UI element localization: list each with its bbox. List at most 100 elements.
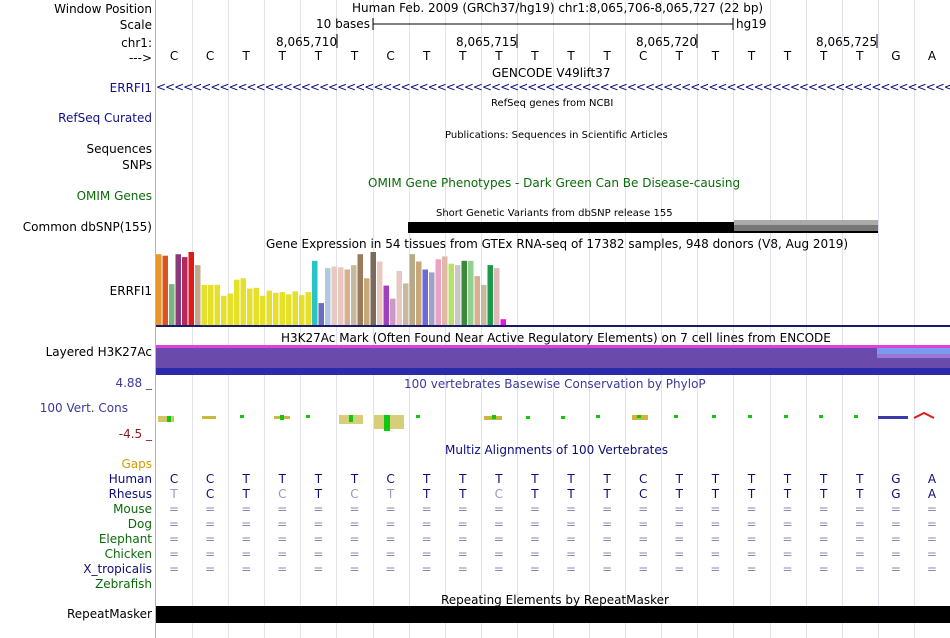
base-gridline bbox=[914, 0, 915, 638]
multiz-match-mark: = bbox=[674, 547, 685, 561]
conservation-signal[interactable] bbox=[156, 0, 950, 440]
gtex-tissue-bar[interactable] bbox=[487, 265, 494, 325]
gtex-tissue-bar[interactable] bbox=[201, 284, 208, 326]
track-label-repeatmasker[interactable]: RepeatMasker bbox=[66, 607, 152, 621]
gtex-tissue-bar[interactable] bbox=[247, 288, 253, 326]
gtex-tissue-bar[interactable] bbox=[377, 261, 383, 326]
base-gridline bbox=[878, 0, 879, 638]
species-x-tropicalis[interactable]: X_tropicalis bbox=[83, 562, 152, 576]
multiz-match-mark: = bbox=[277, 562, 288, 576]
multiz-match-mark: = bbox=[854, 502, 865, 516]
gtex-tissue-bar[interactable] bbox=[260, 295, 266, 325]
multiz-match-mark: = bbox=[457, 517, 468, 531]
gtex-tissue-bar[interactable] bbox=[338, 267, 344, 325]
gtex-tissue-bar[interactable] bbox=[286, 294, 292, 325]
species-chicken[interactable]: Chicken bbox=[104, 547, 152, 561]
gtex-tissue-bar[interactable] bbox=[383, 285, 390, 325]
track-label-snps[interactable]: SNPs bbox=[122, 158, 152, 172]
gtex-tissue-bar[interactable] bbox=[364, 278, 370, 325]
gtex-tissue-bar[interactable] bbox=[429, 272, 435, 325]
species-elephant[interactable]: Elephant bbox=[98, 532, 152, 546]
gtex-tissue-bar[interactable] bbox=[325, 268, 331, 325]
species-rhesus[interactable]: Rhesus bbox=[108, 487, 152, 501]
h3k27ac-signal[interactable] bbox=[156, 0, 950, 380]
track-label-gencode[interactable]: ERRFI1 bbox=[109, 81, 152, 95]
multiz-match-mark: = bbox=[854, 517, 865, 531]
species-zebrafish[interactable]: Zebrafish bbox=[95, 577, 152, 591]
gtex-tissue-bar[interactable] bbox=[240, 278, 247, 325]
multiz-match-mark: = bbox=[890, 502, 901, 516]
gtex-tissue-bar[interactable] bbox=[182, 257, 188, 325]
track-label-omim[interactable]: OMIM Genes bbox=[76, 189, 152, 203]
gtex-tissue-bar[interactable] bbox=[344, 269, 351, 326]
gtex-tissue-bar[interactable] bbox=[195, 265, 201, 325]
gtex-tissue-bar[interactable] bbox=[435, 259, 442, 325]
gtex-tissue-bar[interactable] bbox=[416, 261, 422, 326]
gtex-tissue-bar[interactable] bbox=[312, 260, 318, 325]
track-label-gtex[interactable]: ERRFI1 bbox=[109, 284, 152, 298]
gtex-tissue-bar[interactable] bbox=[279, 292, 286, 325]
track-label-refseq[interactable]: RefSeq Curated bbox=[58, 111, 152, 125]
gtex-tissue-bar[interactable] bbox=[188, 252, 195, 325]
multiz-base-human: C bbox=[169, 472, 179, 486]
track-label-h3k27ac[interactable]: Layered H3K27Ac bbox=[45, 345, 152, 359]
gtex-tissue-bar[interactable] bbox=[234, 279, 240, 325]
sequence-base: C bbox=[205, 49, 215, 63]
track-data-area[interactable]: Human Feb. 2009 (GRCh37/hg19) chr1:8,065… bbox=[156, 0, 950, 638]
gtex-tissue-bar[interactable] bbox=[357, 254, 364, 325]
gtex-tissue-bar[interactable] bbox=[214, 284, 221, 326]
gtex-tissue-bar[interactable] bbox=[481, 284, 487, 326]
gtex-tissue-bar[interactable] bbox=[156, 254, 162, 325]
gtex-tissue-bar[interactable] bbox=[396, 271, 403, 325]
gtex-tissue-bar[interactable] bbox=[403, 283, 409, 325]
multiz-base-rhesus: C bbox=[350, 487, 359, 501]
gtex-tissue-bar[interactable] bbox=[370, 252, 377, 325]
gtex-tissue-bar[interactable] bbox=[318, 303, 325, 325]
gtex-tissue-bar[interactable] bbox=[448, 263, 455, 325]
gtex-tissue-bar[interactable] bbox=[455, 265, 461, 325]
gtex-tissue-bar[interactable] bbox=[266, 290, 273, 325]
gtex-tissue-bar[interactable] bbox=[253, 287, 260, 325]
species-mouse[interactable]: Mouse bbox=[113, 502, 152, 516]
gtex-tissue-bar[interactable] bbox=[331, 266, 338, 325]
repeatmasker-element[interactable] bbox=[156, 0, 950, 630]
sequence-base: T bbox=[459, 49, 467, 63]
species-dog[interactable]: Dog bbox=[127, 517, 152, 531]
gtex-tissue-bar[interactable] bbox=[390, 298, 396, 325]
multiz-base-rhesus: G bbox=[891, 487, 901, 501]
gtex-tissue-bar[interactable] bbox=[468, 260, 474, 325]
species-human[interactable]: Human bbox=[108, 472, 152, 486]
gtex-tissue-bar[interactable] bbox=[273, 292, 279, 325]
gtex-tissue-bar[interactable] bbox=[162, 255, 169, 325]
multiz-match-mark: = bbox=[529, 517, 540, 531]
gtex-tissue-bar[interactable] bbox=[409, 254, 416, 325]
gtex-tissue-bar[interactable] bbox=[442, 256, 448, 325]
gtex-tissue-bar[interactable] bbox=[292, 291, 299, 325]
gtex-tissue-bar[interactable] bbox=[169, 284, 175, 325]
gtex-tissue-bar[interactable] bbox=[305, 292, 312, 325]
gtex-tissue-bar[interactable] bbox=[299, 295, 305, 325]
gtex-tissue-bar[interactable] bbox=[221, 295, 227, 325]
gtex-expression-bars[interactable] bbox=[156, 0, 950, 330]
track-label-conservation[interactable]: 100 Vert. Cons bbox=[39, 401, 128, 415]
dbsnp-variants[interactable] bbox=[156, 0, 950, 240]
gtex-tissue-bar[interactable] bbox=[500, 319, 507, 325]
multiz-match-mark: = bbox=[313, 562, 324, 576]
gtex-tissue-bar[interactable] bbox=[422, 269, 429, 326]
gtex-tissue-bar[interactable] bbox=[494, 268, 500, 325]
gtex-tissue-bar[interactable] bbox=[351, 265, 357, 325]
gtex-tissue-bar[interactable] bbox=[461, 260, 468, 325]
gtex-tissue-bar[interactable] bbox=[208, 284, 214, 326]
multiz-match-mark: = bbox=[313, 517, 324, 531]
multiz-match-mark: = bbox=[493, 532, 504, 546]
multiz-match-mark: = bbox=[674, 532, 685, 546]
multiz-match-mark: = bbox=[566, 532, 577, 546]
multiz-match-mark: = bbox=[529, 562, 540, 576]
track-label-dbsnp[interactable]: Common dbSNP(155) bbox=[22, 220, 152, 234]
gtex-tissue-bar[interactable] bbox=[227, 293, 234, 325]
track-label-publications[interactable]: Sequences bbox=[86, 142, 152, 156]
gtex-tissue-bar[interactable] bbox=[175, 254, 182, 325]
multiz-base-human: C bbox=[205, 472, 215, 486]
gencode-gene-errfi1[interactable]: <<<<<<<<<<<<<<<<<<<<<<<<<<<<<<<<<<<<<<<<… bbox=[156, 80, 950, 94]
gtex-tissue-bar[interactable] bbox=[474, 276, 481, 325]
